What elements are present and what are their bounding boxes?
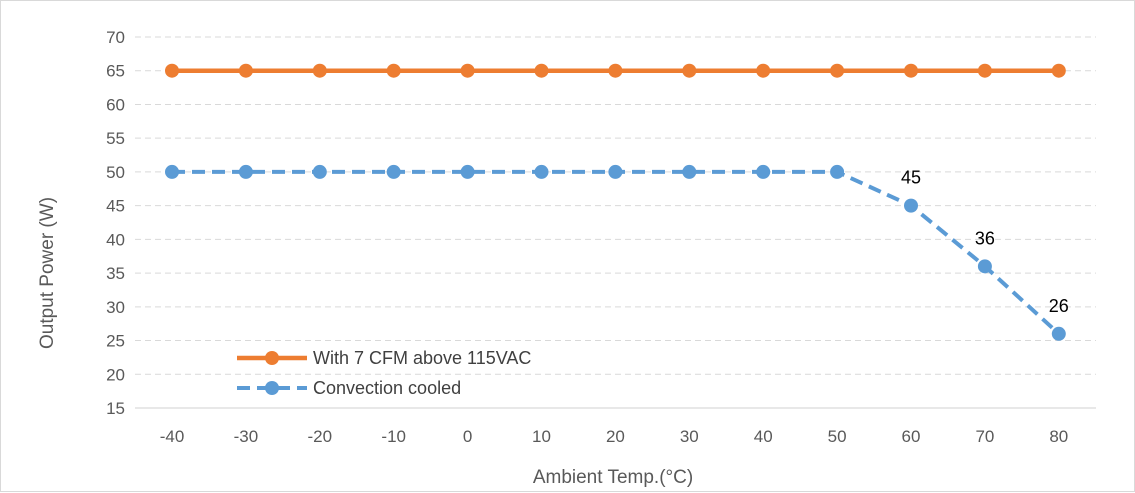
series-group [165, 63, 1066, 341]
x-tick-label: -10 [381, 427, 406, 446]
legend-entry: Convection cooled [313, 378, 461, 398]
data-point [534, 164, 549, 179]
data-point [830, 164, 845, 179]
data-point [238, 164, 253, 179]
data-point [460, 63, 475, 78]
data-point [977, 63, 992, 78]
y-tick-label: 55 [106, 129, 125, 148]
legend: With 7 CFM above 115VAC Convection cooled [237, 348, 531, 398]
data-labels: 45 36 26 [901, 168, 1069, 316]
data-point [904, 63, 918, 78]
x-tick-label: 50 [828, 427, 847, 446]
data-point [386, 63, 401, 78]
x-tick-label: 0 [463, 427, 472, 446]
y-tick-label: 25 [106, 332, 125, 351]
x-tick-label: 80 [1049, 427, 1068, 446]
x-tick-label: -20 [308, 427, 333, 446]
legend-swatch-marker [265, 381, 279, 395]
data-point [534, 63, 549, 78]
data-point [165, 63, 179, 78]
axes: 15 20 25 30 35 40 45 50 55 60 65 70 -40 -30 -20 -10 0 10 2… [106, 28, 1096, 446]
y-tick-label: 35 [106, 264, 125, 283]
y-tick-label: 30 [106, 298, 125, 317]
gridlines [135, 36, 1096, 375]
data-point [830, 63, 845, 78]
x-tick-label: 60 [902, 427, 921, 446]
data-point [312, 63, 327, 78]
y-axis-title: Output Power (W) [37, 197, 58, 349]
y-tick-label: 20 [106, 365, 125, 384]
y-tick-label: 65 [106, 62, 125, 81]
y-tick-label: 60 [106, 95, 125, 114]
data-point [165, 164, 179, 179]
legend-swatch-marker [265, 351, 279, 365]
data-label: 36 [975, 228, 995, 248]
y-tick-label: 15 [106, 399, 125, 418]
data-point [608, 63, 623, 78]
data-point [682, 164, 697, 179]
data-point [977, 259, 992, 274]
data-point [386, 164, 401, 179]
x-tick-label: 10 [532, 427, 551, 446]
data-label: 26 [1049, 296, 1069, 316]
legend-entry: With 7 CFM above 115VAC [313, 348, 531, 368]
data-label: 45 [901, 168, 921, 188]
data-point [756, 63, 771, 78]
x-tick-label: 30 [680, 427, 699, 446]
x-tick-label: 20 [606, 427, 625, 446]
x-tick-label: 70 [975, 427, 994, 446]
x-tick-label: -40 [160, 427, 185, 446]
series-line [172, 169, 1061, 336]
x-tick-label: -30 [234, 427, 259, 446]
y-tick-label: 45 [106, 197, 125, 216]
data-point [682, 63, 697, 78]
data-point [608, 164, 623, 179]
data-point [312, 164, 327, 179]
y-tick-label: 40 [106, 230, 125, 249]
data-point [1051, 63, 1066, 78]
data-point [904, 198, 918, 213]
data-point [1051, 326, 1066, 341]
y-tick-label: 50 [106, 163, 125, 182]
data-point [756, 164, 771, 179]
data-point [460, 164, 475, 179]
data-point [238, 63, 253, 78]
x-tick-label: 40 [754, 427, 773, 446]
x-axis-title: Ambient Temp.(°C) [533, 467, 693, 488]
y-tick-label: 70 [106, 28, 125, 47]
